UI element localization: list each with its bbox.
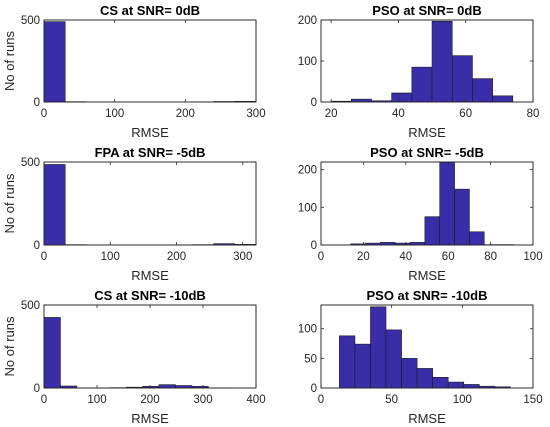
x-tick-label: 80: [527, 108, 540, 120]
x-tick-label: 80: [484, 251, 497, 263]
x-tick-label: 200: [140, 394, 159, 406]
histogram-bar: [439, 161, 455, 246]
x-tick-label: 200: [176, 108, 195, 120]
y-tick-label: 0: [311, 97, 317, 109]
x-tick-label: 200: [167, 251, 186, 263]
x-tick-label: 0: [41, 251, 47, 263]
x-axis-label: RMSE: [131, 411, 169, 426]
x-tick-label: 100: [87, 394, 106, 406]
histogram-bar: [401, 358, 418, 389]
histogram-bar: [447, 381, 465, 389]
plot-area: [43, 19, 257, 103]
x-axis-label: RMSE: [408, 125, 446, 140]
y-tick-label: 0: [311, 383, 317, 395]
x-tick-label: 0: [318, 251, 324, 263]
histogram-bar: [411, 66, 433, 103]
y-tick-label: 0: [34, 97, 40, 109]
histogram-bar: [472, 78, 493, 103]
x-tick-label: 0: [41, 108, 47, 120]
histogram-panel-4: 0 20 40 60 80 100 0 100 200 PSO at SNR= -5dB RMSE: [298, 145, 543, 283]
histogram-bar: [454, 188, 470, 246]
axes-frame: [320, 304, 534, 389]
y-tick-label: 100: [298, 202, 317, 214]
x-tick-label: 20: [325, 108, 338, 120]
histogram-bar: [354, 343, 371, 389]
plot-area: [43, 304, 257, 389]
histogram-panel-2: 20 40 60 80 0 100 200 PSO at SNR= 0dB RMSE: [298, 3, 540, 140]
x-tick-label: 300: [193, 394, 212, 406]
histogram-bar: [469, 231, 485, 246]
y-tick-label: 100: [298, 56, 317, 68]
x-tick-label: 0: [318, 394, 324, 406]
chart-title: PSO at SNR= -5dB: [370, 145, 484, 160]
y-tick-label: 200: [298, 165, 317, 177]
x-tick-label: 300: [233, 251, 252, 263]
histogram-panel-1: 0 100 200 300 0 500 CS at SNR= 0dB RMSE No of ru…: [2, 3, 266, 140]
x-axis-label: RMSE: [408, 411, 446, 426]
x-axis-label: RMSE: [131, 125, 169, 140]
y-tick-label: 100: [298, 324, 317, 336]
histogram-panel-3: 0 100 200 300 0 500 FPA at SNR= -5dB RMSE No of …: [2, 145, 257, 283]
x-tick-label: 0: [41, 394, 47, 406]
chart-title: FPA at SNR= -5dB: [95, 145, 206, 160]
histogram-panel-6: 0 50 100 150 0 50 100 PSO at SNR= -10dB RMSE: [298, 288, 543, 426]
axes-frame: [43, 161, 257, 246]
y-tick-label: 500: [21, 15, 40, 27]
x-tick-label: 20: [357, 251, 370, 263]
x-tick-label: 100: [523, 251, 542, 263]
x-tick-label: 100: [105, 108, 124, 120]
x-tick-label: 60: [442, 251, 455, 263]
x-tick-label: 400: [246, 394, 265, 406]
histogram-bar: [432, 377, 449, 389]
axes-frame: [320, 161, 534, 246]
histogram-bar: [451, 55, 473, 103]
x-tick-label: 60: [459, 108, 472, 120]
histogram-bar: [43, 21, 66, 103]
y-axis-label: No of runs: [2, 173, 17, 233]
histogram-bar: [463, 384, 480, 389]
y-axis-label: No of runs: [2, 31, 17, 91]
histogram-bar: [424, 216, 441, 246]
x-axis-label: RMSE: [408, 268, 446, 283]
axes-frame: [43, 19, 257, 103]
histogram-bar: [339, 335, 356, 389]
histogram-bar: [350, 98, 372, 103]
x-tick-label: 100: [101, 251, 120, 263]
histogram-bar: [431, 20, 453, 103]
y-tick-label: 200: [298, 15, 317, 27]
x-axis-label: RMSE: [131, 268, 169, 283]
histogram-bar: [43, 317, 61, 389]
chart-title: PSO at SNR= -10dB: [366, 288, 487, 303]
histogram-bar: [158, 384, 176, 389]
x-tick-label: 100: [453, 394, 472, 406]
y-tick-label: 50: [304, 353, 317, 365]
histogram-bar: [370, 306, 387, 389]
histogram-bar: [416, 368, 433, 389]
y-tick-label: 0: [34, 240, 40, 252]
chart-title: PSO at SNR= 0dB: [372, 3, 481, 18]
x-tick-label: 150: [523, 394, 542, 406]
y-axis-label: No of runs: [2, 316, 17, 376]
y-tick-label: 0: [311, 240, 317, 252]
y-tick-label: 0: [34, 383, 40, 395]
histogram-bar: [391, 92, 413, 103]
x-tick-label: 40: [392, 108, 405, 120]
x-tick-label: 50: [385, 394, 398, 406]
x-tick-label: 40: [399, 251, 412, 263]
histogram-bar: [43, 164, 66, 246]
histogram-bar: [492, 95, 514, 103]
x-tick-label: 300: [246, 108, 265, 120]
histogram-panel-5: 0 100 200 300 400 0 500 CS at SNR= -10dB RMSE No …: [2, 288, 266, 426]
y-tick-label: 500: [21, 157, 40, 169]
chart-title: CS at SNR= 0dB: [100, 3, 200, 18]
chart-title: CS at SNR= -10dB: [94, 288, 206, 303]
plot-area: [43, 161, 257, 246]
histogram-bar: [385, 329, 402, 389]
y-tick-label: 500: [21, 300, 40, 312]
